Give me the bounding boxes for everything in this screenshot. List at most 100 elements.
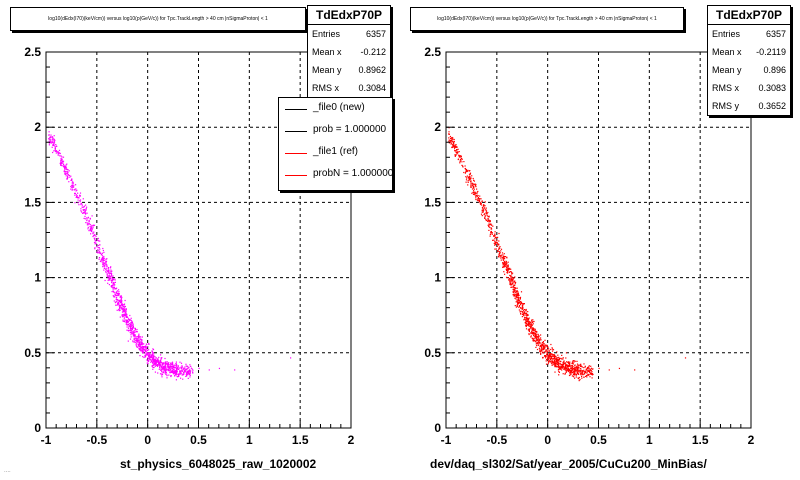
data-point — [542, 341, 545, 343]
data-point — [543, 346, 545, 348]
data-point — [503, 271, 505, 273]
data-point — [554, 366, 556, 368]
data-point — [515, 296, 517, 298]
data-point — [574, 365, 576, 367]
right-chart-panel: -1 -0.5 0 0.5 1 1.5 2 0 0.5 1 1.5 2 2.5 log10(dEdx(I… — [400, 0, 800, 480]
data-point — [65, 171, 67, 173]
data-point — [488, 225, 490, 227]
data-point — [561, 358, 563, 360]
left-y-tick-label-1: 0.5 — [24, 346, 41, 360]
data-point — [536, 342, 538, 344]
legend-line-black — [285, 109, 307, 110]
data-point — [82, 209, 84, 211]
data-point — [48, 138, 50, 140]
data-point — [185, 375, 187, 377]
data-point — [117, 303, 119, 305]
data-point — [183, 369, 185, 371]
data-point — [177, 368, 179, 370]
data-point — [120, 296, 122, 298]
data-point — [133, 327, 135, 329]
data-point — [497, 243, 500, 245]
data-point — [466, 170, 468, 172]
data-point — [562, 373, 564, 375]
data-point — [460, 157, 462, 160]
data-point — [558, 359, 560, 361]
data-point — [537, 338, 539, 340]
data-point — [113, 291, 115, 293]
data-point — [121, 304, 123, 307]
data-point — [176, 375, 178, 378]
data-point — [562, 363, 565, 365]
data-point — [584, 373, 586, 375]
data-point — [119, 309, 121, 311]
left-stats-row-rmsx: RMS x 0.3084 — [312, 83, 386, 93]
data-point — [157, 358, 159, 360]
data-point — [114, 281, 116, 283]
data-point — [72, 189, 74, 191]
right-stats-box: TdEdxP70P Entries 6357 Mean x -0.2119 Mean… — [707, 5, 791, 116]
data-point — [153, 363, 155, 365]
data-point — [507, 269, 509, 272]
data-point — [522, 311, 524, 313]
data-point — [94, 234, 96, 237]
data-point — [67, 169, 69, 171]
data-point — [473, 184, 475, 186]
data-point — [554, 356, 556, 358]
data-point — [530, 335, 532, 337]
data-point — [143, 343, 145, 345]
data-point — [133, 337, 135, 339]
data-point — [571, 372, 573, 374]
data-point — [104, 262, 106, 264]
data-point — [113, 283, 115, 285]
data-point — [98, 258, 100, 260]
data-point — [111, 275, 113, 277]
data-point — [488, 223, 490, 225]
data-point — [184, 366, 186, 368]
data-point — [531, 328, 533, 330]
data-point — [148, 360, 150, 362]
data-point — [516, 299, 518, 301]
data-point — [175, 372, 177, 374]
data-point — [550, 343, 552, 346]
data-point — [186, 365, 188, 368]
data-point — [161, 376, 163, 378]
data-point — [516, 294, 518, 296]
data-point — [89, 229, 92, 231]
data-point — [115, 301, 117, 303]
data-point — [179, 370, 181, 372]
data-point — [486, 212, 488, 215]
data-point — [123, 308, 126, 310]
data-point — [145, 343, 147, 345]
data-point — [154, 356, 156, 358]
data-point — [174, 364, 176, 366]
data-point — [504, 265, 507, 267]
data-point — [134, 342, 136, 344]
left-stats-row-meanx: Mean x -0.212 — [312, 47, 386, 57]
data-point — [580, 365, 582, 367]
data-point — [58, 152, 60, 155]
data-point — [129, 319, 131, 321]
data-point — [105, 271, 107, 274]
data-point — [178, 373, 180, 375]
data-point — [111, 285, 113, 287]
data-point — [169, 372, 171, 374]
data-point — [489, 226, 491, 229]
data-point — [139, 339, 141, 341]
data-point — [153, 361, 155, 363]
data-point — [53, 143, 55, 145]
data-point — [107, 271, 109, 273]
data-point — [516, 304, 519, 306]
data-point — [109, 279, 111, 281]
data-point — [105, 260, 108, 262]
data-point — [515, 298, 517, 300]
data-point — [539, 345, 541, 348]
data-point — [148, 357, 150, 359]
data-point — [79, 195, 81, 197]
data-point — [570, 365, 572, 367]
data-point — [531, 319, 533, 321]
data-point — [545, 346, 547, 348]
data-point — [179, 367, 181, 369]
data-point — [520, 301, 523, 303]
data-point — [142, 343, 144, 345]
data-point — [86, 212, 88, 214]
